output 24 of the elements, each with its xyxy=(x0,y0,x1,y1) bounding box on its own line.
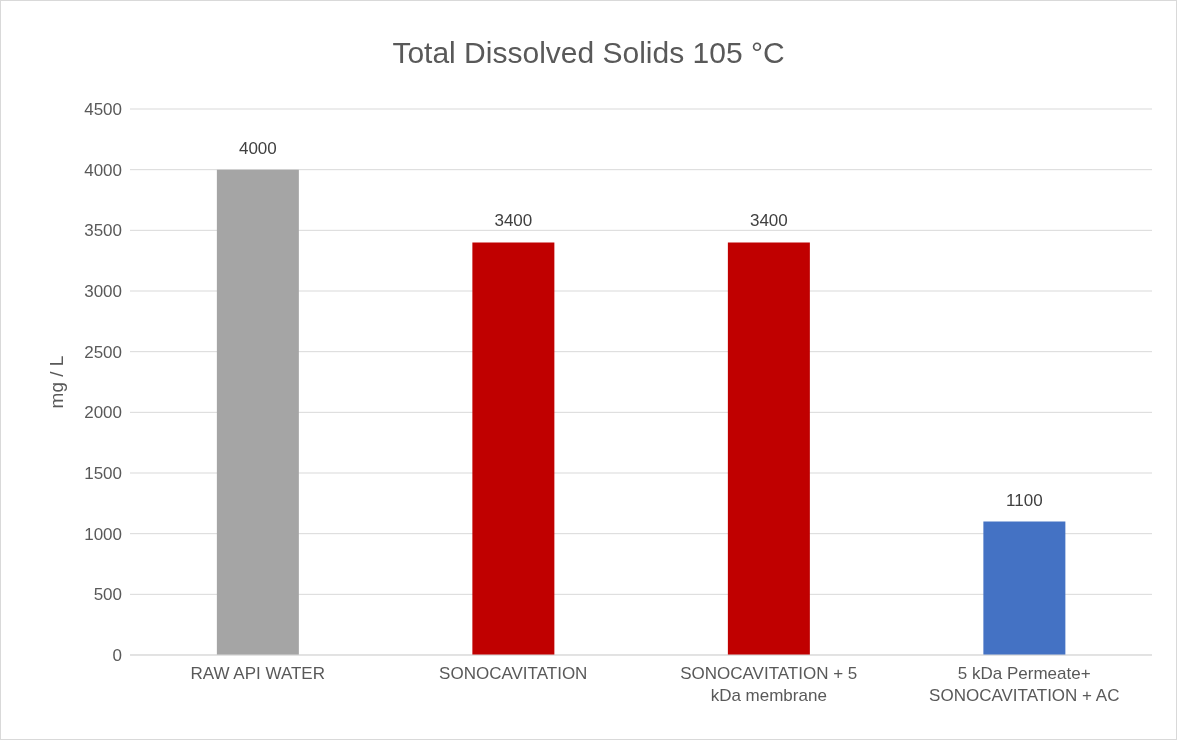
bar xyxy=(983,521,1066,655)
data-label: 1100 xyxy=(1006,490,1043,510)
x-tick-label: SONOCAVITATION xyxy=(439,664,588,683)
y-tick-label: 2500 xyxy=(84,342,122,362)
x-tick-label: SONOCAVITATION + 5 kDa membrane xyxy=(680,664,858,705)
bar xyxy=(727,242,810,655)
data-label: 3400 xyxy=(494,211,533,231)
y-axis-title: mg / L xyxy=(45,355,67,409)
bar xyxy=(472,242,555,655)
y-tick-label: 0 xyxy=(112,646,122,666)
x-tick-label: RAW API WATER xyxy=(190,664,325,683)
bar xyxy=(216,169,299,655)
y-tick-label: 4500 xyxy=(84,100,122,120)
chart-title: Total Dissolved Solids 105 °C xyxy=(391,36,786,70)
y-tick-label: 1500 xyxy=(84,464,122,484)
y-tick-label: 500 xyxy=(93,585,122,605)
y-tick-label: 3500 xyxy=(84,221,122,241)
y-tick-label: 2000 xyxy=(84,403,122,423)
x-tick-label: 5 kDa Permeate+ SONOCAVITATION + AC xyxy=(929,664,1120,705)
data-label: 3400 xyxy=(749,211,788,231)
y-tick-label: 1000 xyxy=(84,524,122,544)
y-tick-label: 3000 xyxy=(84,282,122,302)
data-label: 4000 xyxy=(238,138,277,158)
y-tick-label: 4000 xyxy=(84,160,122,180)
